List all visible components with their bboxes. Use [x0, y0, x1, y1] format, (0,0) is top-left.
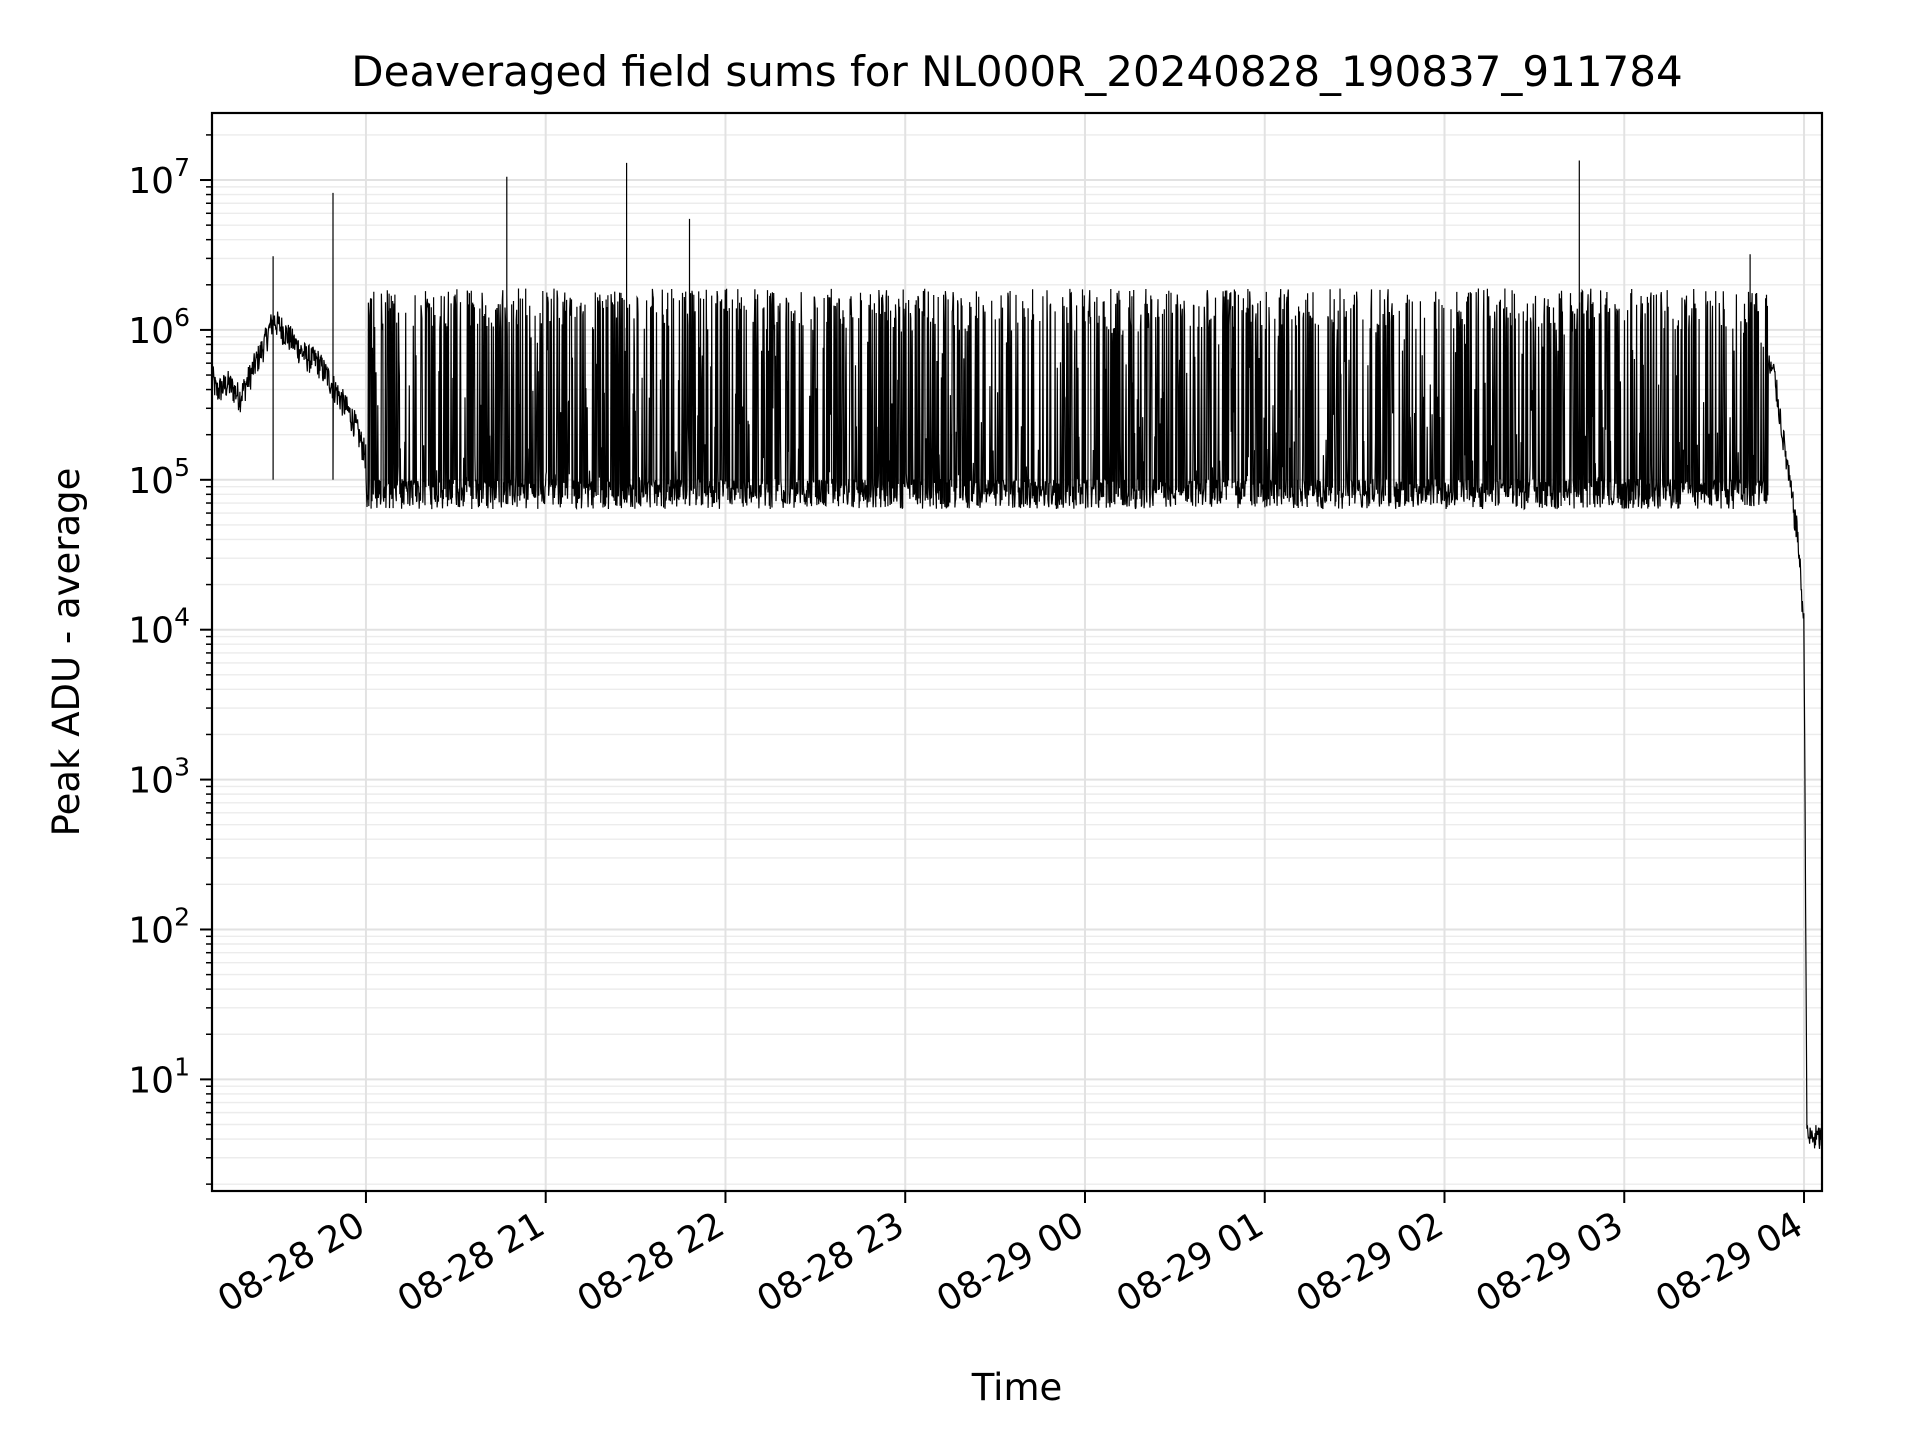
plot-area — [211, 160, 1823, 1149]
y-tick-label: 103 — [128, 753, 190, 802]
chart-title: Deaveraged field sums for NL000R_2024082… — [351, 47, 1682, 96]
y-tick-label: 105 — [128, 453, 190, 502]
y-tick-label: 106 — [128, 303, 190, 352]
y-axis-label: Peak ADU - average — [45, 468, 88, 837]
y-tick-label: 102 — [128, 902, 190, 951]
series-line — [211, 160, 1823, 1149]
x-axis-label: Time — [971, 1366, 1063, 1409]
y-tick-label: 107 — [128, 153, 190, 202]
y-axis: 101 102 103 104 105 106 107 — [128, 134, 212, 1185]
axes-frame — [210, 111, 1824, 1193]
y-tick-label: 104 — [128, 603, 190, 652]
y-tick-label: 101 — [128, 1052, 190, 1101]
